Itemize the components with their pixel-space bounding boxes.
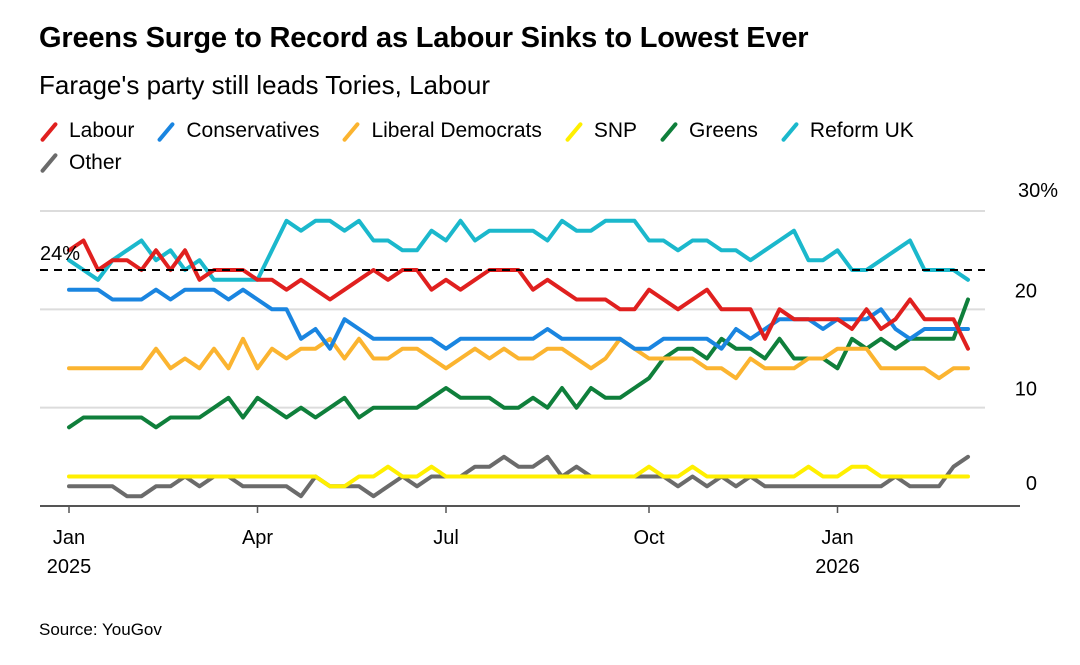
x-tick-sublabel: 2025 [47, 556, 92, 578]
legend-label: Other [69, 150, 122, 174]
x-tick-label: Jan [821, 527, 853, 549]
x-tick-label: Oct [633, 527, 665, 549]
legend-item-labour: Labour [39, 116, 134, 145]
legend-item-liberal-democrats: Liberal Democrats [341, 116, 541, 145]
legend-label: Liberal Democrats [371, 119, 542, 142]
legend-label: Reform UK [809, 119, 914, 142]
legend-item-reform-uk: Reform UK [780, 116, 914, 145]
series-line-liberal-democrats [67, 336, 970, 381]
legend-item-conservatives: Conservatives [156, 116, 319, 145]
series-line-labour [67, 238, 970, 351]
legend-label: Greens [689, 119, 758, 142]
reference-line-label: 24% [40, 243, 80, 265]
x-tick-label: Apr [242, 527, 273, 549]
legend-label: Labour [69, 119, 135, 142]
y-tick-label: 0 [1026, 473, 1037, 495]
x-tick-sublabel: 2026 [815, 556, 860, 578]
series-line-conservatives [67, 287, 970, 351]
x-tick-label: Jan [53, 527, 85, 549]
legend-item-greens: Greens [659, 116, 758, 145]
series-line-reform-uk [67, 218, 970, 282]
y-tick-label: 10 [1015, 379, 1037, 401]
y-tick-label: 20 [1015, 280, 1037, 302]
chart-subtitle: Farage's party still leads Tories, Labou… [39, 70, 491, 100]
y-tick-label: 30% [1018, 180, 1058, 202]
legend: Labour Conservatives Liberal Democrats SNP G… [39, 116, 1039, 179]
source-note: Source: YouGov [39, 620, 162, 639]
legend-item-other: Other [39, 148, 122, 177]
legend-item-snp: SNP [564, 116, 637, 145]
series-line-snp [67, 464, 970, 489]
legend-label: Conservatives [186, 119, 320, 142]
x-tick-label: Jul [433, 527, 459, 549]
legend-label: SNP [593, 119, 638, 142]
chart-title: Greens Surge to Record as Labour Sinks t… [39, 22, 809, 54]
